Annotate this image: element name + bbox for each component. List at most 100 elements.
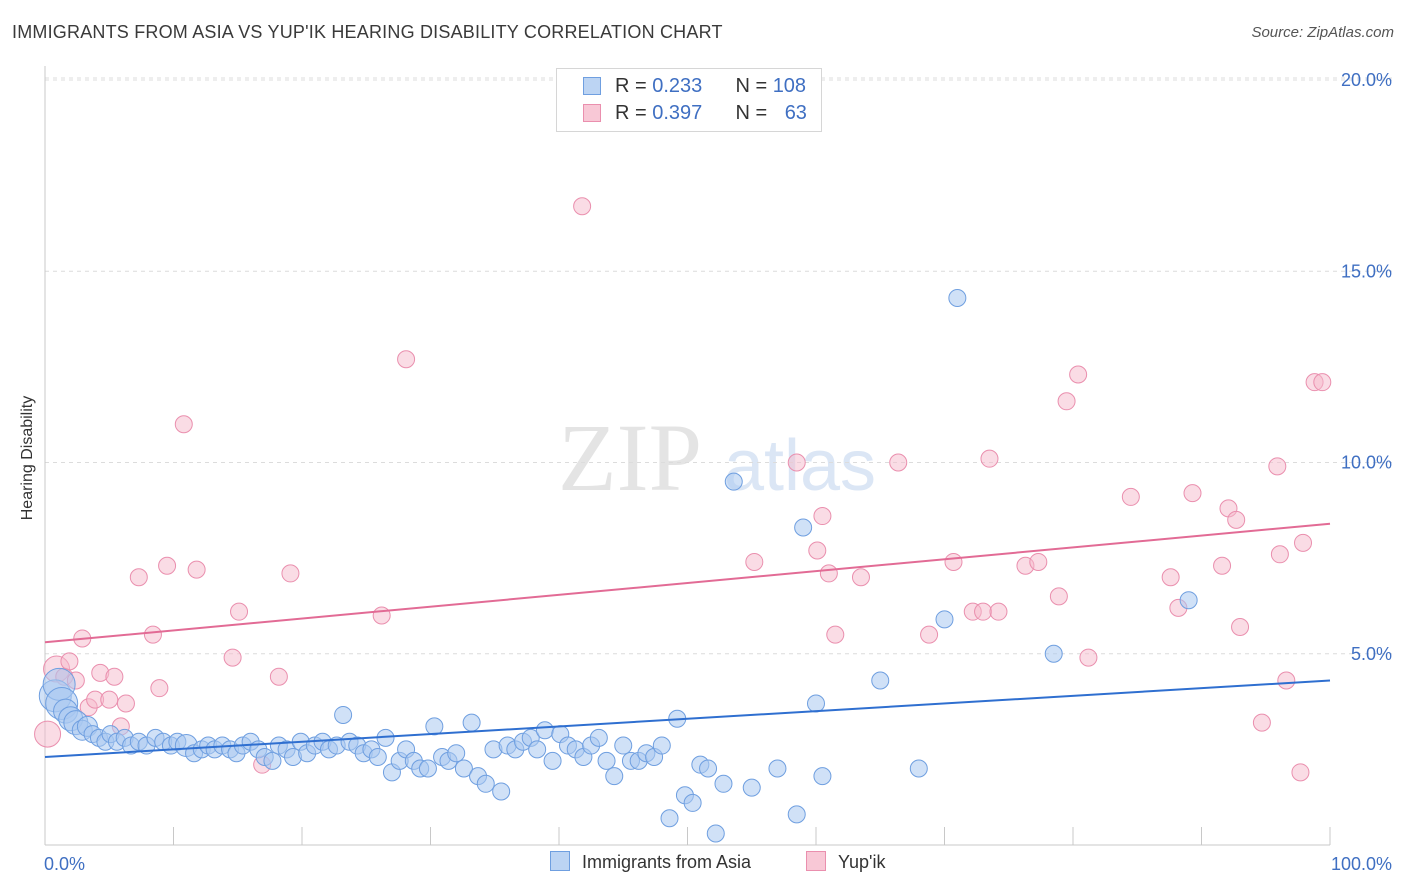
bottom-legend-swatch-asia	[550, 851, 570, 872]
yupik-point	[174, 415, 193, 434]
yupik-point	[269, 667, 288, 686]
asia-point	[462, 713, 481, 732]
yupik-point	[1161, 568, 1180, 587]
asia-point	[787, 805, 806, 824]
yupik-point	[808, 541, 827, 560]
yupik-point	[944, 552, 963, 571]
yupik-point	[105, 667, 124, 686]
yupik-point	[158, 556, 177, 575]
yupik-point	[60, 652, 79, 671]
y-tick-label: 5.0%	[1351, 644, 1392, 664]
asia-point	[948, 289, 967, 308]
asia-point	[425, 717, 444, 736]
bottom-legend-swatch-yupik	[806, 851, 826, 872]
asia-point	[589, 728, 608, 747]
asia-point	[699, 759, 718, 778]
asia-point	[794, 518, 813, 537]
yupik-point	[813, 507, 832, 526]
yupik-point	[116, 694, 135, 713]
legend-r-label-yupik: R =	[615, 102, 653, 124]
asia-trend-line	[44, 679, 1331, 759]
yupik-point	[1069, 365, 1088, 384]
x-tick-label-max: 100.0%	[1331, 854, 1392, 874]
asia-point	[368, 748, 387, 767]
yupik-point	[1252, 713, 1271, 732]
asia-point	[706, 824, 725, 843]
yupik-point	[223, 648, 242, 667]
yupik-point	[1029, 552, 1048, 571]
chart-title: IMMIGRANTS FROM ASIA VS YUP'IK HEARING D…	[12, 22, 723, 42]
legend-n-value-asia: 108	[772, 75, 807, 97]
axes	[44, 66, 1331, 846]
yupik-point	[100, 690, 119, 709]
yupik-point	[1121, 487, 1140, 506]
yupik-point	[920, 625, 939, 644]
yupik-point	[974, 602, 993, 621]
yupik-point	[573, 197, 592, 216]
yupik-point	[1277, 671, 1296, 690]
asia-point	[614, 736, 633, 755]
legend-r-value-asia: 0.233	[652, 75, 703, 97]
bottom-legend-yupik: Yup'ik	[806, 851, 885, 873]
bottom-legend-label-asia: Immigrants from Asia	[582, 852, 752, 872]
yupik-point	[1268, 457, 1287, 476]
yupik-point	[826, 625, 845, 644]
asia-point	[528, 740, 547, 759]
legend-n-label-asia: N =	[735, 75, 773, 97]
legend-n-value-yupik: 63	[784, 102, 807, 124]
asia-point	[813, 767, 832, 786]
asia-point	[492, 782, 511, 801]
trend-lines	[44, 522, 1331, 759]
yupik-point	[1057, 392, 1076, 411]
yupik-point	[143, 625, 162, 644]
asia-point	[807, 694, 825, 713]
asia-point	[447, 744, 466, 763]
yupik-point	[281, 564, 300, 583]
asia-points	[38, 289, 1198, 843]
y-tick-label: 15.0%	[1341, 261, 1392, 281]
asia-point	[476, 774, 495, 793]
y-tick-labels: 5.0% 10.0% 15.0% 20.0%	[1341, 70, 1392, 664]
asia-point	[724, 472, 743, 491]
asia-point	[535, 721, 554, 740]
y-tick-label: 20.0%	[1341, 70, 1392, 90]
yupik-point	[989, 602, 1008, 621]
x-tick-label-min: 0.0%	[44, 854, 85, 874]
asia-point	[597, 751, 616, 770]
yupik-point	[1183, 484, 1202, 503]
yupik-point	[397, 350, 416, 369]
yupik-point	[1313, 373, 1332, 392]
asia-point	[768, 759, 787, 778]
legend-n-label-yupik: N =	[735, 102, 773, 124]
legend-swatch-yupik	[583, 104, 601, 122]
yupik-point	[1291, 763, 1310, 782]
asia-point	[660, 809, 679, 828]
yupik-point	[787, 453, 806, 472]
asia-point	[334, 705, 353, 724]
asia-point	[909, 759, 928, 778]
bottom-legend-asia: Immigrants from Asia	[550, 851, 752, 873]
asia-point	[714, 774, 733, 793]
yupik-point	[150, 679, 169, 698]
yupik-points	[34, 197, 1332, 782]
watermark-zip: ZIP	[558, 404, 702, 511]
legend-r-label-asia: R =	[615, 75, 653, 97]
yupik-point	[851, 568, 870, 587]
yupik-point	[1213, 556, 1232, 575]
asia-point	[1179, 591, 1198, 610]
legend-r-value-yupik: 0.397	[652, 102, 703, 124]
yupik-point	[980, 449, 999, 468]
asia-point	[605, 767, 624, 786]
yupik-point	[1049, 587, 1068, 606]
y-tick-label: 10.0%	[1341, 453, 1392, 473]
asia-point	[543, 751, 562, 770]
yupik-point	[230, 602, 249, 621]
asia-point	[652, 736, 671, 755]
source-label: Source: ZipAtlas.com	[1251, 24, 1394, 41]
yupik-point	[187, 560, 206, 579]
yupik-point	[34, 720, 62, 748]
asia-point	[742, 778, 761, 797]
asia-point	[935, 610, 954, 629]
asia-point	[454, 759, 473, 778]
